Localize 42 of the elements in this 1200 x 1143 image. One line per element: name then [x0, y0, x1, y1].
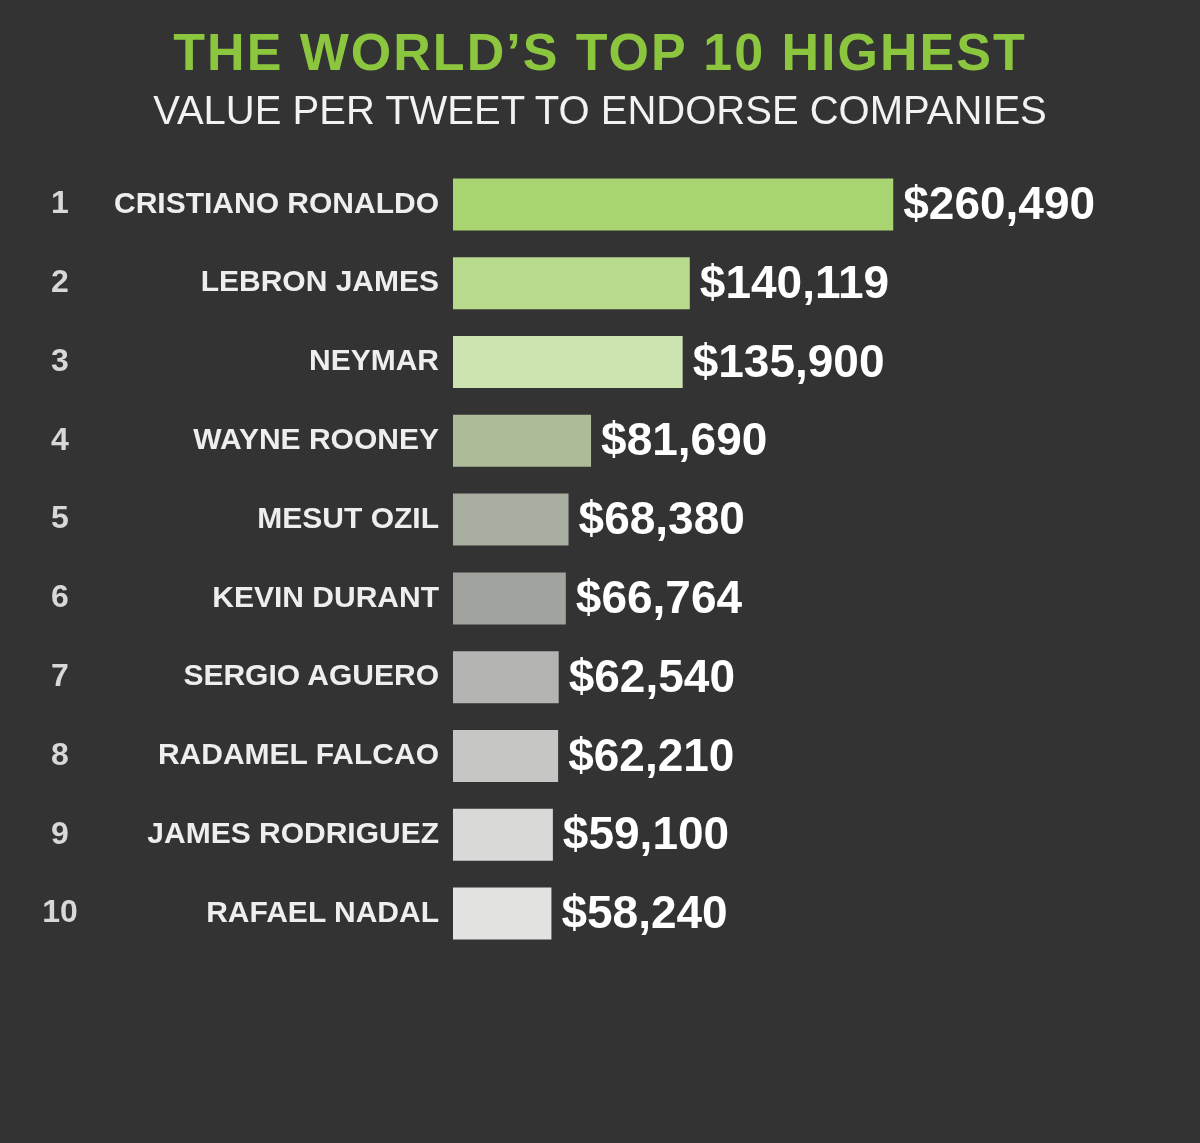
text: 8	[51, 735, 69, 772]
bar	[452, 651, 559, 704]
data-label: $62,210	[568, 728, 735, 781]
y-tick-label: MESUT OZIL	[257, 500, 439, 534]
text: 3	[51, 341, 69, 378]
text: 5	[51, 499, 69, 536]
y-tick-label: RADAMEL FALCAO	[157, 737, 439, 771]
bar	[452, 730, 559, 782]
bar	[452, 257, 690, 310]
chart-subtitle: VALUE PER TWEET TO ENDORSE COMPANIES	[152, 88, 1048, 133]
text: 9	[51, 814, 69, 851]
y-tick-label: CRISTIANO RONALDO	[113, 185, 439, 219]
data-label: $81,690	[601, 413, 768, 466]
y-tick-label: JAMES RODRIGUEZ	[147, 816, 439, 850]
data-label: $260,490	[903, 177, 1096, 230]
data-label: $135,900	[692, 334, 885, 387]
data-label: $62,540	[568, 649, 735, 702]
data-label: $58,240	[561, 886, 728, 939]
bar	[452, 414, 592, 467]
y-tick-label: LEBRON JAMES	[200, 264, 439, 298]
bar	[452, 178, 894, 231]
data-label: $66,764	[575, 571, 743, 624]
data-label: $59,100	[562, 807, 730, 860]
data-label: $68,380	[578, 492, 745, 545]
data-label: $140,119	[699, 255, 890, 308]
y-tick-label: KEVIN DURANT	[212, 579, 439, 613]
text: 2	[51, 263, 69, 300]
text: 10	[42, 893, 78, 930]
text: 1	[51, 184, 69, 221]
bar	[452, 572, 566, 625]
text: 4	[51, 420, 70, 457]
text: 7	[51, 657, 69, 694]
y-tick-label: SERGIO AGUERO	[183, 658, 439, 692]
chart-title: THE WORLD’S TOP 10 HIGHEST	[172, 22, 1028, 82]
y-tick-label: NEYMAR	[308, 343, 440, 377]
y-tick-label: RAFAEL NADAL	[206, 894, 439, 928]
y-tick-label: WAYNE ROONEY	[193, 422, 439, 456]
bar	[452, 887, 552, 940]
bar	[452, 336, 683, 388]
bar	[452, 808, 553, 861]
text: 6	[51, 578, 69, 615]
bar	[452, 493, 569, 546]
